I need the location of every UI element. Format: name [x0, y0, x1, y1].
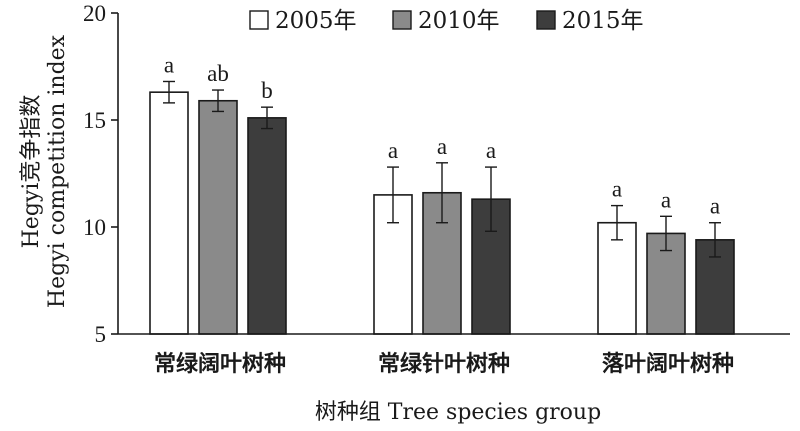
- x-axis: 常绿阔叶树种 常绿针叶树种 落叶阔叶树种: [118, 333, 790, 377]
- bar: [422, 191, 462, 335]
- significance-label: a: [164, 52, 174, 77]
- legend-item: 2015年: [536, 8, 644, 34]
- significance-label: a: [388, 138, 398, 163]
- x-category-label: 常绿针叶树种: [378, 351, 510, 377]
- y-axis-title-line: Hegyi competition index: [45, 34, 70, 308]
- x-category-label: 落叶阔叶树种: [602, 351, 734, 377]
- legend-swatch: [536, 10, 556, 30]
- significance-label: a: [612, 177, 622, 202]
- significance-label: a: [661, 187, 671, 212]
- bar-group: a ab b: [149, 52, 287, 335]
- legend-item: 2010年: [392, 8, 500, 34]
- y-tick-label: 10: [83, 215, 106, 240]
- bar: [198, 99, 238, 335]
- y-axis-title-line: Hegyi竞争指数: [19, 95, 44, 249]
- legend: 2005年 2010年 2015年: [249, 8, 644, 34]
- y-axis-title: Hegyi竞争指数 Hegyi competition index: [19, 34, 70, 308]
- significance-label: a: [710, 194, 720, 219]
- y-tick-label: 15: [83, 108, 106, 133]
- x-axis-title: 树种组 Tree species group: [315, 400, 601, 425]
- significance-label: b: [261, 78, 273, 103]
- bar: [597, 221, 637, 335]
- x-category-label: 常绿阔叶树种: [154, 351, 286, 377]
- y-axis: 5 10 15 20: [83, 1, 119, 347]
- legend-swatch: [392, 10, 412, 30]
- bar-groups: a ab b a a a a a a: [149, 52, 735, 335]
- y-tick-label: 5: [95, 322, 107, 347]
- bar: [149, 91, 189, 335]
- significance-label: a: [437, 134, 447, 159]
- significance-label: ab: [207, 61, 229, 86]
- bar: [247, 117, 287, 335]
- legend-swatch: [249, 10, 269, 30]
- legend-label: 2010年: [418, 8, 500, 34]
- significance-label: a: [486, 138, 496, 163]
- y-tick-label: 20: [83, 1, 106, 26]
- legend-label: 2015年: [562, 8, 644, 34]
- legend-item: 2005年: [249, 8, 357, 34]
- legend-label: 2005年: [275, 8, 357, 34]
